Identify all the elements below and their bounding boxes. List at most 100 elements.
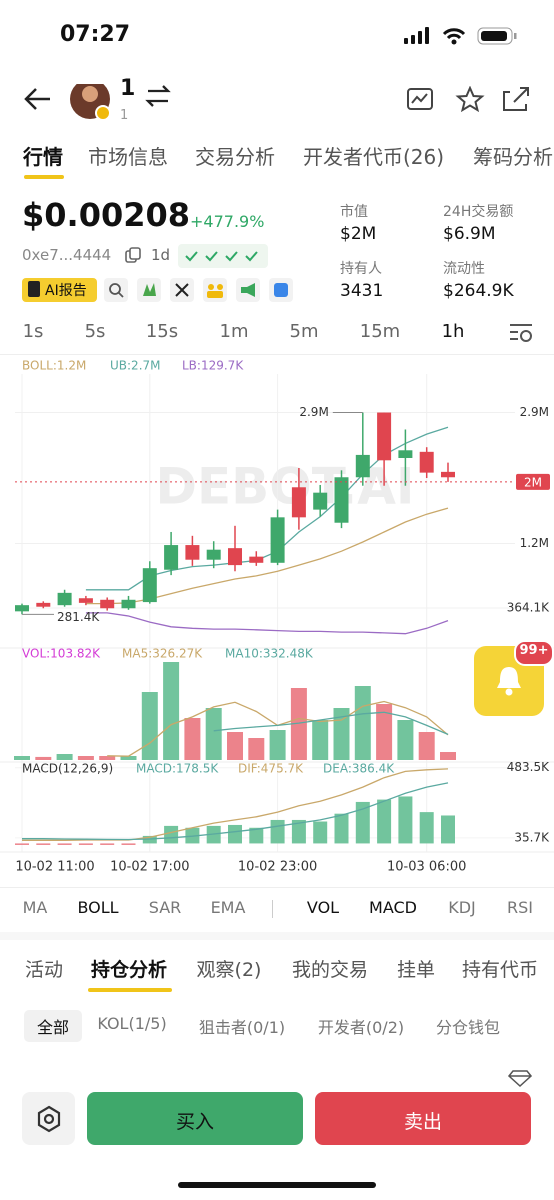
section-tab[interactable]: 我的交易 — [291, 959, 369, 981]
address[interactable]: 0xe7...4444 — [22, 246, 112, 264]
volume-bar — [312, 720, 329, 760]
section-tab[interactable]: 持有代币 — [461, 959, 539, 981]
timeframe[interactable]: 5s — [84, 321, 106, 342]
price-marker-label: 2M — [524, 475, 542, 489]
stat-label: 市值 — [340, 204, 368, 220]
macd-bar — [121, 843, 136, 845]
timeframe[interactable]: 5m — [289, 321, 319, 342]
filter[interactable]: KOL(1/5) — [97, 1014, 167, 1033]
badge-count: 99+ — [519, 643, 549, 658]
filter[interactable]: 开发者(0/2) — [317, 1018, 405, 1037]
search-chip[interactable] — [104, 278, 128, 302]
indicator[interactable]: SAR — [148, 898, 182, 917]
filter-chip-bg — [24, 1010, 82, 1042]
volume-bar — [99, 756, 116, 760]
indicator-active[interactable]: VOL — [306, 898, 340, 917]
ai-report-label[interactable]: AI报告 — [45, 283, 87, 299]
candle-body — [441, 471, 455, 478]
min-label: 281.4K — [57, 610, 100, 624]
stat-value: $264.9K — [443, 281, 514, 301]
sell-label[interactable]: 卖出 — [403, 1111, 443, 1133]
tab[interactable]: 市场信息 — [88, 145, 168, 169]
x-tick-label: 10-02 11:00 — [15, 860, 94, 875]
volume-bar — [227, 732, 243, 760]
filter[interactable]: 狙击者(0/1) — [198, 1018, 286, 1037]
diamond-icon[interactable] — [508, 1068, 532, 1088]
volume-bar — [184, 718, 201, 760]
timeframe[interactable]: 15m — [359, 321, 401, 342]
timeframe[interactable]: 15s — [145, 321, 179, 342]
back-button[interactable] — [24, 88, 50, 110]
x-tick-label: 10-02 17:00 — [110, 860, 189, 875]
y-tick-label: 35.7K — [514, 830, 550, 844]
section-tab[interactable]: 活动 — [24, 959, 64, 981]
settings-button[interactable] — [22, 1092, 75, 1145]
indicator-active[interactable]: MACD — [369, 898, 417, 917]
timeframe[interactable]: 1m — [219, 321, 249, 342]
volume-bar — [290, 688, 307, 760]
tab[interactable]: 交易分析 — [195, 145, 275, 169]
header-actions — [407, 86, 529, 113]
monitor-button[interactable] — [407, 88, 433, 110]
price: $0.00208 — [22, 196, 191, 234]
macd-bar — [206, 825, 221, 844]
age: 1d — [151, 246, 171, 264]
candle-body — [57, 592, 72, 606]
legend-entry: UB:2.7M — [110, 359, 161, 373]
candle-body — [291, 487, 306, 518]
legend-entry: MA5:326.27K — [122, 647, 203, 661]
indicator[interactable]: EMA — [210, 898, 246, 917]
timeframe-active[interactable]: 1h — [441, 321, 465, 342]
status-icons — [404, 27, 517, 45]
buy-button[interactable] — [87, 1092, 303, 1145]
indicator[interactable]: RSI — [507, 898, 533, 917]
settings-icon — [37, 1105, 61, 1133]
candle-body — [334, 477, 349, 523]
macd-bar — [164, 825, 179, 844]
tab[interactable]: 开发者代币(26) — [303, 145, 445, 169]
home-indicator — [178, 1182, 376, 1188]
tab[interactable]: 行情 — [23, 145, 63, 169]
indicator[interactable]: MA — [22, 898, 48, 917]
filter-active[interactable]: 全部 — [36, 1018, 70, 1037]
status-time: 07:27 — [60, 22, 131, 47]
candle-body — [270, 517, 285, 563]
share-button[interactable] — [503, 87, 529, 111]
copy-icon[interactable] — [124, 246, 144, 266]
macd-bar — [313, 821, 328, 844]
volume-bar — [77, 756, 94, 760]
macd-bar — [228, 824, 242, 844]
chart-settings[interactable] — [508, 321, 534, 343]
section-tab-active[interactable]: 持仓分析 — [90, 959, 168, 981]
filter[interactable]: 分仓钱包 — [435, 1018, 501, 1037]
timeframe[interactable]: 1s — [22, 321, 44, 342]
legend-entry: VOL:103.82K — [22, 647, 101, 661]
buy-label[interactable]: 买入 — [175, 1111, 215, 1133]
macd-bar — [270, 819, 285, 844]
chip[interactable] — [203, 278, 227, 302]
candle-body — [228, 548, 242, 566]
stat-label: 流动性 — [443, 261, 485, 277]
indicator[interactable]: KDJ — [448, 898, 476, 917]
section-tab[interactable]: 观察(2) — [196, 959, 262, 981]
header-icons — [24, 84, 171, 121]
legend-entry: DEA:386.4K — [323, 762, 395, 776]
macd-line — [22, 768, 449, 841]
macd-bar — [377, 799, 392, 844]
max-label: 2.9M — [299, 405, 328, 419]
volume-bar — [376, 704, 393, 760]
swap-icon[interactable] — [145, 85, 171, 107]
tab[interactable]: 筹码分析 — [473, 145, 553, 169]
favorite-button[interactable] — [455, 86, 485, 113]
macd-bar — [36, 843, 51, 845]
candle-body — [15, 605, 29, 612]
indicator-active[interactable]: BOLL — [77, 898, 119, 917]
legend-entry: MACD:178.5K — [136, 762, 219, 776]
section-tab[interactable]: 挂单 — [396, 959, 436, 981]
price-marker-box — [516, 473, 550, 490]
candlestick-chart: DEBOT.AI 364.1K 1.2M 2.9M 35.7K 483.5K 10-02 1… — [0, 359, 554, 875]
volume-bar — [440, 752, 456, 760]
sell-button[interactable] — [315, 1092, 531, 1145]
macd-bar — [398, 796, 413, 844]
macd-bar — [15, 843, 29, 845]
